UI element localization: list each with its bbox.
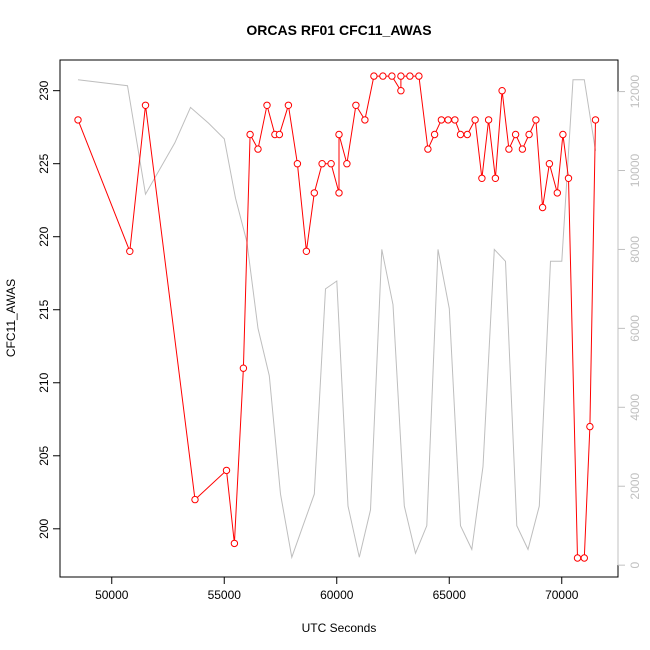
- y-axis-label: CFC11_AWAS: [4, 279, 18, 357]
- cfc11-data-point: [397, 87, 405, 95]
- cfc11-data-point: [230, 539, 239, 548]
- cfc11-data-point: [491, 174, 500, 183]
- chart-title: ORCAS RF01 CFC11_AWAS: [246, 22, 431, 38]
- cfc11-data-point: [318, 160, 326, 168]
- cfc11-data-point: [263, 101, 271, 110]
- cfc11-data-point: [456, 130, 465, 139]
- cfc11-data-point: [451, 116, 459, 124]
- secondary-series-line: [77, 79, 596, 560]
- cfc11-data-point: [335, 130, 343, 139]
- x-axis-label: UTC Seconds: [302, 621, 377, 635]
- cfc11-data-point: [532, 116, 540, 124]
- cfc11-data-point: [498, 87, 506, 95]
- y2-tick-label: 10000: [628, 153, 642, 187]
- y2-tick-label: 6000: [628, 315, 642, 342]
- y2-tick-label: 2000: [628, 473, 642, 500]
- y2-tick-label: 12000: [628, 75, 642, 109]
- x-tick-label: 65000: [433, 588, 467, 602]
- cfc11-data-point: [525, 130, 533, 139]
- cfc11-data-point: [310, 189, 318, 197]
- cfc11-data-point: [246, 130, 254, 139]
- y-axis-right: 0 2000 4000 6000 8000 10000 12000: [617, 75, 642, 569]
- cfc11-data-point: [352, 101, 360, 110]
- cfc11-data-point: [284, 101, 293, 110]
- y2-tick-label: 8000: [628, 236, 642, 263]
- y-tick-label: 225: [37, 153, 51, 173]
- cfc11-data-point: [327, 160, 335, 168]
- cfc11-data-point: [302, 247, 311, 256]
- cfc11-data-point: [545, 160, 554, 168]
- y-tick-label: 210: [37, 372, 51, 392]
- series-layer: [74, 72, 600, 562]
- cfc11-data-point: [191, 495, 199, 504]
- cfc11-data-point: [239, 364, 248, 372]
- cfc11-data-point: [553, 189, 561, 197]
- cfc11-data-point: [415, 72, 423, 80]
- cfc11-data-point: [293, 160, 302, 168]
- x-tick-label: 55000: [208, 588, 242, 602]
- cfc11-data-point: [424, 145, 432, 153]
- cfc11-data-point: [580, 554, 588, 562]
- cfc11-data-point: [379, 72, 387, 80]
- y2-tick-label: 4000: [628, 394, 642, 421]
- cfc11-data-point: [370, 72, 378, 80]
- cfc11-data-point: [505, 145, 513, 153]
- y-tick-label: 215: [37, 299, 51, 319]
- x-tick-label: 70000: [545, 588, 579, 602]
- cfc11-data-point: [591, 116, 600, 124]
- cfc11-data-point: [222, 466, 231, 475]
- y-tick-label: 205: [37, 445, 51, 465]
- cfc11-data-point: [471, 116, 479, 124]
- cfc11-data-point: [463, 130, 471, 139]
- y2-tick-label: 0: [628, 562, 642, 569]
- cfc11-data-point: [478, 174, 486, 183]
- cfc11-data-point: [388, 72, 396, 80]
- cfc11-data-point: [254, 145, 262, 153]
- cfc11-data-point: [126, 247, 134, 256]
- cfc11-data-point: [484, 116, 493, 124]
- cfc11-data-point: [511, 130, 520, 139]
- x-tick-label: 60000: [320, 588, 354, 602]
- cfc11-data-point: [335, 189, 343, 197]
- cfc11-data-point: [74, 116, 82, 124]
- cfc11-data-point: [275, 130, 284, 139]
- cfc11-data-point: [141, 101, 150, 110]
- y-axis-left: 200 205 210 215 220 225 230: [37, 80, 61, 539]
- x-axis: 50000 55000 60000 65000 70000: [95, 576, 579, 602]
- cfc11-data-point: [361, 116, 369, 124]
- cfc11-data-point: [573, 554, 582, 562]
- cfc11-data-point: [406, 72, 414, 80]
- y-tick-label: 200: [37, 518, 51, 538]
- cfc11-data-point: [444, 116, 452, 124]
- cfc11-data-point: [586, 422, 594, 431]
- cfc11-data-point: [564, 174, 573, 183]
- y-tick-label: 230: [37, 80, 51, 100]
- cfc11-data-point: [430, 130, 439, 139]
- y-tick-label: 220: [37, 226, 51, 246]
- x-tick-label: 50000: [95, 588, 129, 602]
- cfc11-data-point: [559, 130, 567, 139]
- cfc11-data-point: [437, 116, 446, 124]
- cfc11-series-line: [77, 75, 596, 559]
- cfc11-data-point: [538, 203, 547, 212]
- cfc11-data-point: [397, 72, 405, 80]
- cfc11-data-point: [518, 145, 527, 153]
- cfc11-data-point: [343, 160, 351, 168]
